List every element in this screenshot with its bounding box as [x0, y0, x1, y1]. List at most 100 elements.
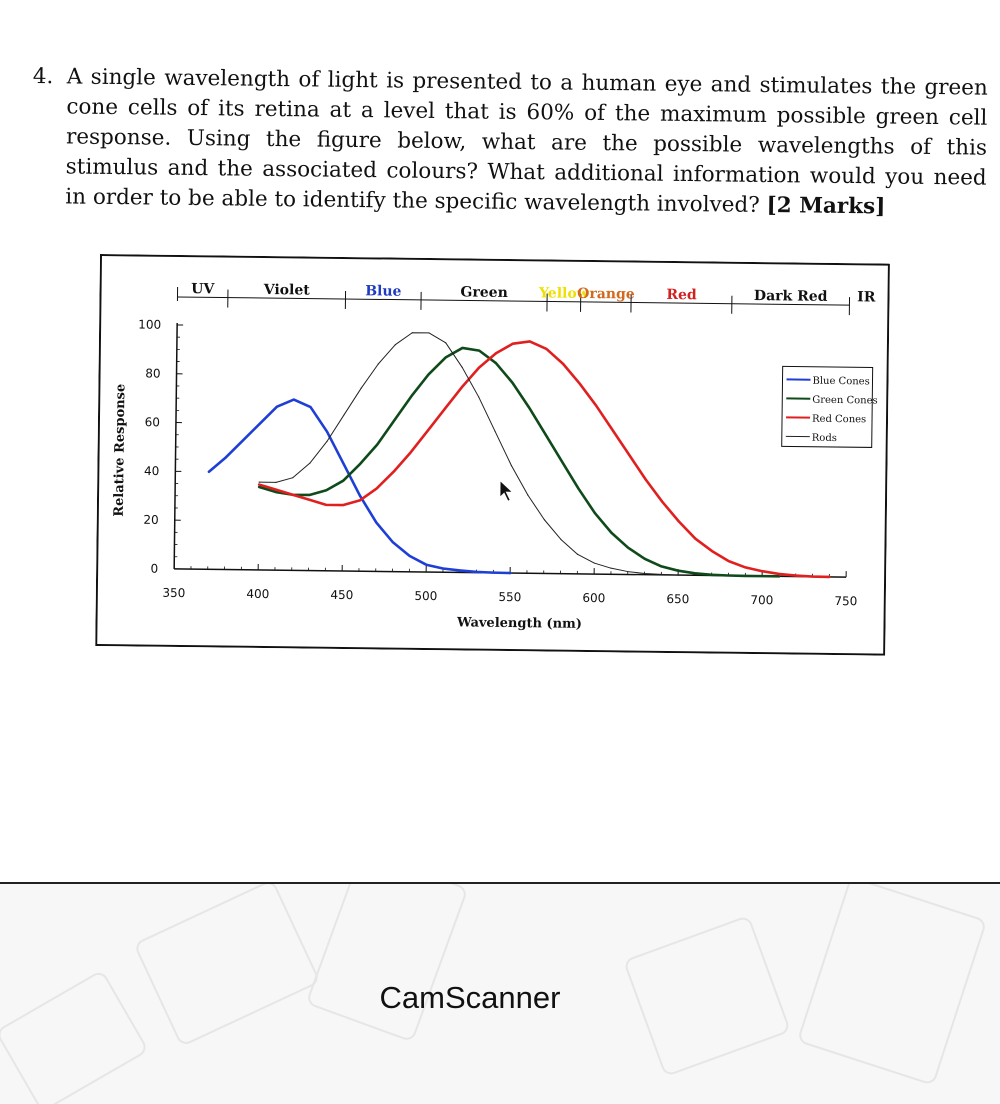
- band-label-red: Red: [666, 287, 697, 303]
- data-point-rods-480: [394, 344, 396, 346]
- band-axis-line: [177, 296, 850, 306]
- data-point-blue-cones-430: [309, 406, 312, 408]
- data-point-blue-cones-460: [359, 494, 361, 497]
- data-point-green-cones-630: [644, 558, 646, 560]
- y-tick-label-60: 60: [145, 415, 160, 429]
- data-point-red-cones-410: [275, 489, 277, 491]
- data-point-red-cones-470: [376, 487, 378, 489]
- data-point-green-cones-660: [694, 572, 696, 574]
- band-label-uv: UV: [191, 281, 215, 297]
- data-point-red-cones-490: [410, 451, 412, 453]
- data-point-green-cones-460: [359, 463, 361, 465]
- question-text: A single wavelength of light is presente…: [65, 62, 988, 223]
- x-tick-label-750: 750: [834, 594, 857, 608]
- y-tick-label-80: 80: [145, 366, 160, 380]
- data-point-rods-530: [478, 396, 480, 398]
- data-point-rods-580: [560, 538, 562, 541]
- x-axis-label: Wavelength (nm): [456, 615, 582, 632]
- data-point-green-cones-590: [577, 487, 579, 490]
- data-point-green-cones-560: [528, 406, 530, 408]
- data-point-rods-450: [343, 414, 345, 416]
- data-point-red-cones-570: [545, 348, 548, 350]
- data-point-red-cones-540: [495, 352, 497, 354]
- data-point-blue-cones-490: [408, 555, 411, 557]
- y-axis-label: Relative Response: [112, 384, 129, 517]
- question-number: 4.: [32, 63, 54, 90]
- data-point-rods-500: [428, 332, 430, 334]
- data-point-blue-cones-480: [392, 541, 394, 543]
- data-point-red-cones-730: [811, 575, 814, 578]
- data-point-red-cones-480: [393, 471, 395, 473]
- x-tick-label-350: 350: [162, 586, 185, 600]
- data-point-green-cones-470: [376, 443, 378, 446]
- watermark-document-shape: [133, 884, 321, 1048]
- data-point-green-cones-600: [594, 512, 596, 514]
- data-point-blue-cones-410: [276, 406, 278, 408]
- x-tick-label-450: 450: [330, 588, 353, 602]
- data-point-green-cones-490: [410, 395, 413, 397]
- legend-label-green-cones: Green Cones: [812, 395, 878, 407]
- scanner-footer: CamScanner: [0, 884, 1000, 1104]
- band-label-orange: Orange: [577, 286, 635, 303]
- data-point-blue-cones-390: [242, 439, 244, 442]
- footer-divider: [0, 882, 1000, 884]
- data-point-blue-cones-530: [475, 571, 478, 573]
- data-point-green-cones-570: [544, 433, 547, 435]
- y-tick-label-40: 40: [144, 464, 159, 478]
- data-point-green-cones-510: [444, 356, 447, 359]
- y-tick-label-20: 20: [143, 513, 158, 527]
- data-point-green-cones-480: [393, 419, 395, 421]
- data-point-rods-440: [326, 440, 328, 443]
- data-point-red-cones-450: [342, 504, 344, 506]
- data-point-red-cones-460: [359, 499, 361, 501]
- data-point-red-cones-680: [728, 560, 730, 562]
- data-point-red-cones-690: [744, 566, 747, 569]
- series-line-rods: [258, 332, 679, 576]
- data-point-red-cones-430: [308, 499, 311, 501]
- y-tick-label-100: 100: [138, 317, 161, 331]
- data-point-red-cones-710: [778, 573, 780, 575]
- data-point-rods-430: [309, 462, 311, 464]
- data-point-red-cones-720: [795, 574, 797, 577]
- legend-box: [781, 365, 874, 448]
- data-point-green-cones-550: [511, 382, 514, 384]
- data-point-green-cones-440: [325, 489, 327, 491]
- data-point-red-cones-510: [444, 408, 446, 410]
- data-point-rods-620: [627, 570, 629, 573]
- data-point-red-cones-520: [461, 386, 463, 388]
- data-point-rods-650: [677, 574, 679, 576]
- data-point-rods-560: [527, 494, 529, 496]
- data-point-rods-570: [543, 519, 545, 521]
- band-label-dark-red: Dark Red: [754, 288, 828, 305]
- data-point-green-cones-450: [342, 480, 344, 482]
- data-point-rods-590: [576, 553, 579, 555]
- data-point-blue-cones-520: [459, 569, 461, 572]
- data-point-blue-cones-500: [425, 564, 427, 566]
- data-point-green-cones-580: [561, 460, 563, 463]
- data-point-red-cones-550: [512, 343, 514, 345]
- data-point-red-cones-660: [694, 538, 696, 540]
- camscanner-brand: CamScanner: [379, 980, 561, 1015]
- data-point-red-cones-600: [595, 405, 597, 407]
- data-point-rods-490: [411, 332, 413, 334]
- data-point-rods-420: [292, 477, 294, 479]
- data-point-red-cones-590: [579, 382, 581, 385]
- data-point-green-cones-650: [677, 570, 679, 572]
- x-tick-label-700: 700: [750, 593, 773, 607]
- data-point-blue-cones-400: [259, 422, 261, 425]
- data-point-green-cones-520: [461, 347, 464, 349]
- data-point-red-cones-700: [761, 570, 763, 572]
- data-point-red-cones-440: [325, 504, 327, 506]
- data-point-red-cones-670: [711, 550, 713, 552]
- band-label-violet: Violet: [263, 282, 311, 299]
- series-line-green-cones: [257, 346, 781, 578]
- data-point-rods-640: [660, 573, 662, 575]
- data-point-green-cones-690: [744, 575, 746, 577]
- data-point-rods-410: [275, 481, 277, 483]
- band-label-green: Green: [460, 284, 508, 301]
- data-point-red-cones-560: [529, 340, 531, 343]
- data-point-rods-470: [377, 363, 379, 365]
- data-point-blue-cones-440: [326, 431, 328, 433]
- band-label-blue: Blue: [365, 283, 402, 299]
